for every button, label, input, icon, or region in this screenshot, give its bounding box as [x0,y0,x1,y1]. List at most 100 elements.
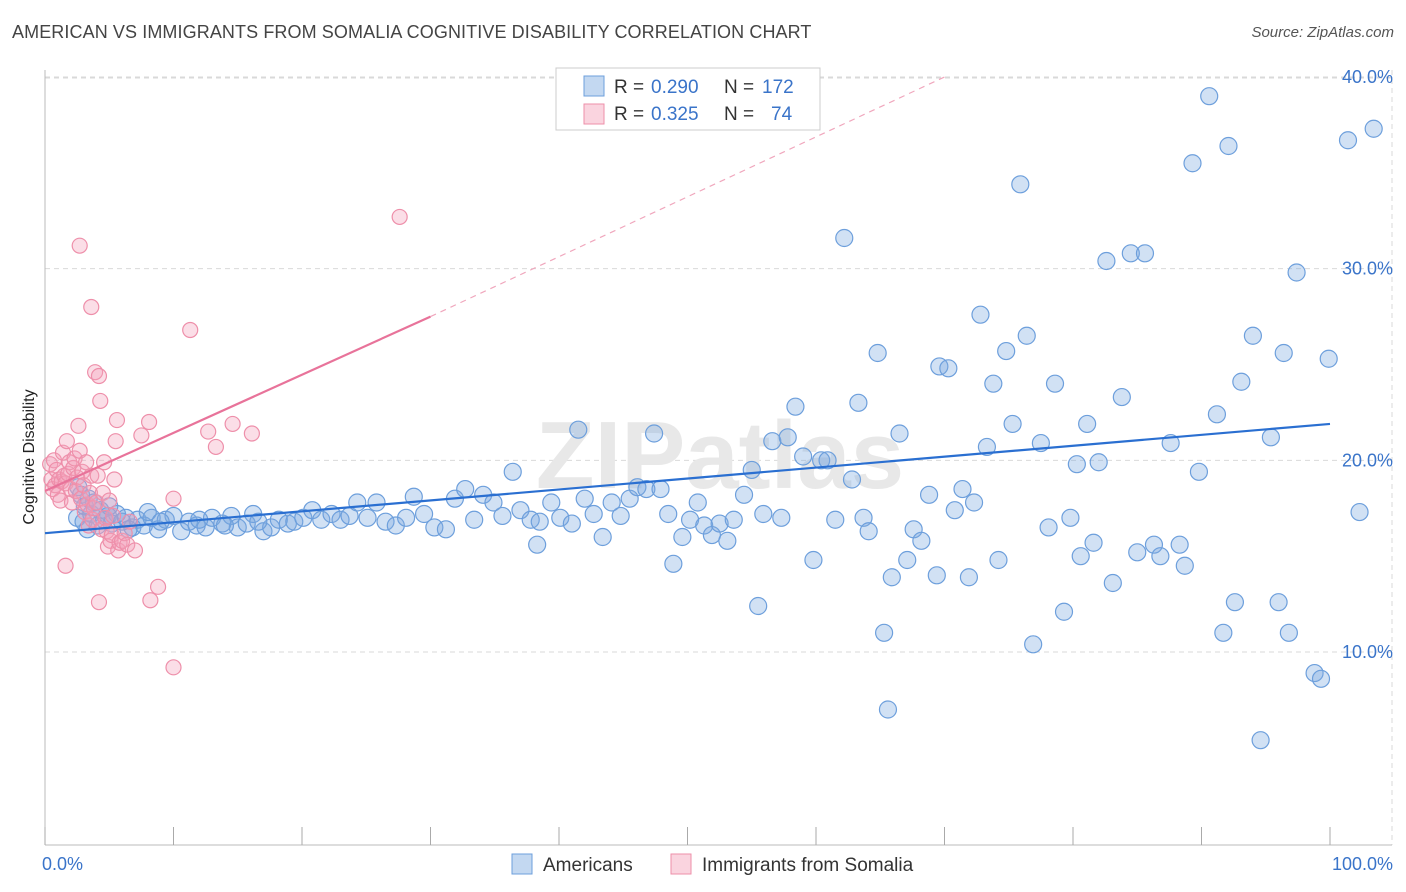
american-point [593,527,612,547]
american-point [778,428,797,447]
x-tick-label: 0.0% [42,854,83,874]
american-point [1097,251,1116,271]
american-point [749,596,768,616]
somalia-point [207,438,225,456]
american-point [1084,533,1103,552]
american-point [927,566,946,585]
american-point [1135,244,1155,263]
american-point [1045,374,1065,393]
somalia-point [142,592,159,609]
american-point [718,531,737,550]
american-point [812,451,831,470]
american-point [521,510,540,529]
american-point [312,510,331,529]
american-point [1338,131,1358,150]
american-point [1112,387,1131,407]
american-point [569,420,588,439]
american-point [959,568,979,587]
american-point [890,424,909,443]
american-point [754,504,773,524]
somalia-point [88,494,105,511]
american-point [664,554,683,573]
american-point [1170,535,1189,554]
bottom-legend-somalia: Immigrants from Somalia [702,855,914,876]
somalia-point [78,454,95,471]
somalia-point [92,392,109,410]
somalia-point [90,594,108,611]
american-point [1350,502,1369,522]
american-point [644,424,664,443]
bottom-legend-swatch-somalia [670,853,692,875]
chart-title: AMERICAN VS IMMIGRANTS FROM SOMALIA COGN… [12,22,812,42]
american-point [989,550,1008,570]
american-point [1128,543,1147,562]
american-point [215,516,234,535]
american-point [1054,602,1074,621]
american-point [842,470,862,489]
somalia-point [71,237,88,254]
somalia-point [149,578,167,595]
bottom-legend-americans: Americans [543,855,633,876]
bottom-legend: Americans Immigrants from Somalia [511,853,914,876]
american-point [742,460,761,480]
american-point [818,451,837,470]
american-point [1011,175,1030,194]
somalia-point [83,298,100,316]
american-point [794,447,813,466]
american-point [854,508,873,527]
somalia-point [224,415,241,433]
american-point [1183,154,1202,173]
american-point [386,516,405,535]
american-point [1089,453,1108,472]
somalia-point [106,471,123,488]
american-point [826,510,845,529]
american-point [882,568,901,587]
american-point [724,510,743,529]
american-point [919,485,939,504]
y-axis-label: Cognitive Disability [21,389,38,524]
legend-box: R = 0.290 N = 172 R = 0.325 N = 74 [555,67,821,131]
bottom-legend-swatch-americans [511,853,533,875]
american-point [151,512,170,531]
american-point [1017,326,1036,345]
american-point [1214,623,1233,642]
american-point [1207,405,1227,424]
american-point [436,520,456,539]
american-point [875,623,894,642]
american-point [331,510,350,529]
american-point [602,493,621,512]
american-point [1039,518,1058,537]
american-point [542,493,561,512]
american-point [1103,573,1122,593]
y-tick-label: 10.0% [1342,642,1393,662]
legend-r-label-1: R = [614,77,644,98]
legend-r-value-1: 0.290 [651,77,699,98]
american-point [1269,593,1288,612]
axes [44,70,1392,846]
american-point [868,343,887,363]
chart-source: Source: ZipAtlas.com [1251,24,1394,41]
somalia-point [107,433,124,450]
american-point [878,700,898,719]
american-point [367,493,386,512]
american-point [1232,372,1251,391]
legend-n-label-1: N = [724,77,754,98]
american-point [138,502,157,522]
american-point [710,514,729,533]
somalia-point [108,411,126,429]
american-point [930,357,949,376]
american-point [285,512,304,531]
somalia-point [126,542,144,559]
american-point [673,527,692,547]
american-point [997,341,1016,361]
somalia-point [81,484,99,502]
american-point [396,508,416,527]
american-point [1279,623,1298,642]
american-point [425,518,444,537]
american-point [376,512,395,531]
legend-r-value-2: 0.325 [651,104,699,125]
x-tick-label: 100.0% [1332,854,1393,874]
american-point [945,501,964,520]
somalia-point [182,321,199,339]
